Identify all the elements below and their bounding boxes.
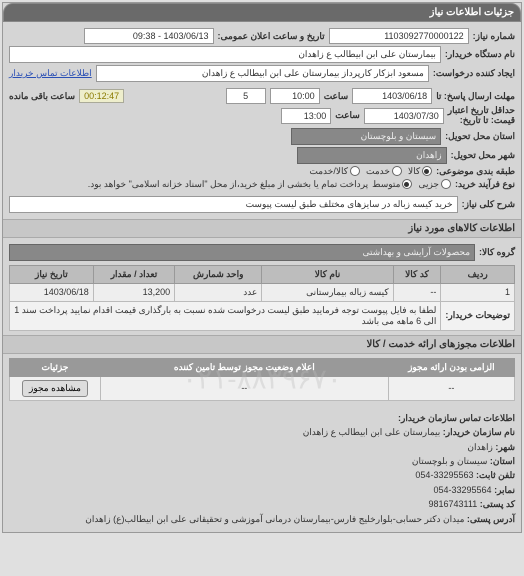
deadline-label: مهلت ارسال پاسخ: تا <box>436 91 515 102</box>
requester-value: مسعود ابزکار کارپرداز بیمارستان علی ابن … <box>96 65 429 82</box>
col-qty: تعداد / مقدار <box>93 265 174 283</box>
group-label: گروه کالا: <box>479 247 515 258</box>
col-row: ردیف <box>441 265 515 283</box>
f-fax: 33295564-054 <box>433 485 491 495</box>
main-fields-section: شماره نیاز: 1103092770000122 تاریخ و ساع… <box>3 22 521 219</box>
auth-mandatory: -- <box>388 376 514 400</box>
buyer-value: بیمارستان علی ابن ابیطالب ع زاهدان <box>9 46 441 63</box>
f-province-label: استان: <box>490 456 515 466</box>
col-date: تاریخ نیاز <box>10 265 94 283</box>
note-text: لطفا به فایل پیوست توجه فرمایید طبق لیست… <box>10 301 441 330</box>
hour-label-2: ساعت <box>335 110 360 121</box>
countdown-timer: 00:12:47 <box>79 89 124 103</box>
goods-table: ردیف کد کالا نام کالا واحد شمارش تعداد /… <box>9 265 515 331</box>
f-address-label: آدرس پستی: <box>467 514 515 524</box>
validity-label-2: قیمت: تا تاریخ: <box>460 115 515 125</box>
radio-dot-icon <box>441 179 451 189</box>
validity-hour: 13:00 <box>281 108 331 124</box>
note-row: توضیحات خریدار: لطفا به فایل پیوست توجه … <box>10 301 515 330</box>
category-label: طبقه بندی موضوعی: <box>436 166 515 177</box>
radio-fine[interactable]: جزیی <box>418 179 451 190</box>
province-label: استان محل تحویل: <box>445 131 515 142</box>
auth-status: -- <box>100 376 388 400</box>
f-postal-label: کد پستی: <box>480 499 515 509</box>
view-permit-button[interactable]: مشاهده مجوز <box>22 380 88 397</box>
goods-section-header: اطلاعات کالاهای مورد نیاز <box>3 219 521 238</box>
validity-date: 1403/07/30 <box>364 108 444 124</box>
need-no-label: شماره نیاز: <box>473 31 515 42</box>
f-org-label: نام سازمان خریدار: <box>443 427 515 437</box>
f-city: زاهدان <box>467 442 492 452</box>
col-name: نام کالا <box>262 265 393 283</box>
note-label: توضیحات خریدار: <box>445 310 510 321</box>
table-row: 1 -- کیسه زباله بیمارستانی عدد 13,200 14… <box>10 283 515 301</box>
radio-dot-icon <box>422 166 432 176</box>
category-radio-group: کالا خدمت کالا/خدمت <box>309 166 432 177</box>
buyer-label: نام دستگاه خریدار: <box>445 49 515 60</box>
radio-dot-icon <box>350 166 360 176</box>
col-unit: واحد شمارش <box>175 265 262 283</box>
f-province: سیستان و بلوچستان <box>412 456 488 466</box>
cell-date: 1403/06/18 <box>10 283 94 301</box>
contact-link[interactable]: اطلاعات تماس خریدار <box>9 68 92 79</box>
radio-mid[interactable]: متوسط <box>372 179 412 190</box>
province-value: سیستان و بلوچستان <box>291 128 441 145</box>
auth-col-details: جزئیات <box>10 358 101 376</box>
f-phone: 33295563-054 <box>415 470 473 480</box>
city-label: شهر محل تحویل: <box>451 150 515 161</box>
announce-label: تاریخ و ساعت اعلان عمومی: <box>218 31 325 42</box>
f-org: بیمارستان علی ابن ابیطالب ع زاهدان <box>303 427 441 437</box>
need-details-panel: جزئیات اطلاعات نیاز شماره نیاز: 11030927… <box>2 2 522 533</box>
city-value: زاهدان <box>297 147 447 164</box>
f-city-label: شهر: <box>495 442 515 452</box>
group-value: محصولات آرایشی و بهداشتی <box>9 244 475 261</box>
deadline-hour: 10:00 <box>270 88 320 104</box>
radio-both[interactable]: کالا/خدمت <box>309 166 360 177</box>
radio-service[interactable]: خدمت <box>366 166 402 177</box>
cell-qty: 13,200 <box>93 283 174 301</box>
radio-dot-icon <box>392 166 402 176</box>
auth-row: -- -- مشاهده مجوز <box>10 376 515 400</box>
page-field: 5 <box>226 88 266 104</box>
radio-dot-icon <box>402 179 412 189</box>
cell-idx: 1 <box>441 283 515 301</box>
footer-header: اطلاعات تماس سازمان خریدار: <box>9 411 515 425</box>
auth-section-header: اطلاعات مجوزهای ارائه خدمت / کالا <box>3 335 521 354</box>
cell-name: کیسه زباله بیمارستانی <box>262 283 393 301</box>
panel-title: جزئیات اطلاعات نیاز <box>3 3 521 22</box>
hour-label-1: ساعت <box>324 91 349 102</box>
purchase-type-label: نوع فرآیند خرید: <box>455 179 515 190</box>
f-fax-label: نمابر: <box>494 485 515 495</box>
purchase-type-group: جزیی متوسط <box>372 179 451 190</box>
requester-label: ایجاد کننده درخواست: <box>433 68 515 79</box>
cell-code: -- <box>393 283 441 301</box>
cell-unit: عدد <box>175 283 262 301</box>
purchase-note: پرداخت تمام یا بخشی از مبلغ خرید،از محل … <box>88 179 368 190</box>
f-address: میدان دکتر حسابی-بلوارخلیج فارس-بیمارستا… <box>85 514 464 524</box>
footer-section: اطلاعات تماس سازمان خریدار: نام سازمان خ… <box>3 405 521 532</box>
f-postal: 9816743111 <box>429 499 478 509</box>
col-code: کد کالا <box>393 265 441 283</box>
announce-value: 1403/06/13 - 09:38 <box>84 28 214 44</box>
deadline-date: 1403/06/18 <box>352 88 432 104</box>
radio-goods[interactable]: کالا <box>408 166 432 177</box>
desc-label: شرح کلی نیاز: <box>462 199 515 210</box>
f-phone-label: تلفن ثابت: <box>476 470 515 480</box>
auth-table: الزامی بودن ارائه مجوز اعلام وضعیت مجوز … <box>9 358 515 401</box>
need-no-value: 1103092770000122 <box>329 28 469 44</box>
validity-label-1: حداقل تاریخ اعتبار <box>448 105 515 115</box>
auth-col-mandatory: الزامی بودن ارائه مجوز <box>388 358 514 376</box>
auth-col-status: اعلام وضعیت مجوز توسط تامین کننده <box>100 358 388 376</box>
remaining-label: ساعت باقی مانده <box>9 91 75 102</box>
desc-value: خرید کیسه زباله در سایزهای مختلف طبق لیس… <box>9 196 458 213</box>
